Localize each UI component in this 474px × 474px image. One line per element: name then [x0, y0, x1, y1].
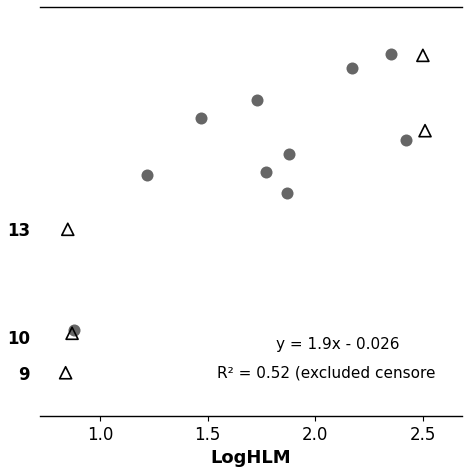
- Point: [419, 52, 427, 59]
- Point: [387, 50, 394, 57]
- Point: [71, 326, 78, 334]
- Text: y = 1.9x - 0.026: y = 1.9x - 0.026: [276, 337, 400, 352]
- X-axis label: LogHLM: LogHLM: [210, 449, 291, 467]
- Point: [421, 127, 429, 135]
- Point: [144, 172, 151, 179]
- Point: [283, 190, 291, 197]
- Point: [348, 64, 356, 72]
- Point: [402, 136, 410, 144]
- Point: [262, 168, 270, 176]
- Point: [254, 96, 261, 104]
- Point: [64, 226, 72, 233]
- Point: [68, 329, 76, 337]
- Point: [286, 150, 293, 158]
- Text: R² = 0.52 (excluded censore: R² = 0.52 (excluded censore: [217, 365, 436, 380]
- Point: [62, 369, 69, 376]
- Point: [197, 114, 205, 122]
